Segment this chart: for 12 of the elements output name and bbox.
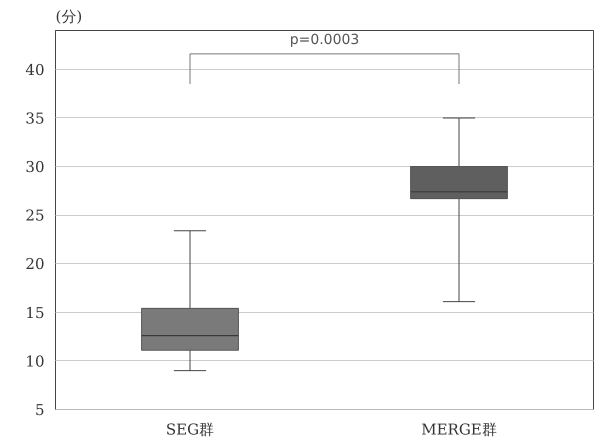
y-tick-label: 30	[25, 158, 45, 176]
y-axis-title: (分)	[56, 8, 82, 26]
annotation: p=0.0003	[290, 32, 360, 48]
y-tick-label: 35	[25, 109, 45, 128]
y-tick-label: 15	[25, 304, 45, 322]
x-tick-label: MERGE群	[421, 420, 497, 438]
y-tick-label: 20	[25, 255, 45, 274]
y-tick-label: 40	[25, 60, 45, 79]
y-tick-label: 25	[25, 206, 45, 225]
y-tick-label: 10	[25, 352, 45, 370]
y-tick-label: 5	[34, 401, 45, 419]
x-tick-label: SEG群	[166, 420, 214, 438]
